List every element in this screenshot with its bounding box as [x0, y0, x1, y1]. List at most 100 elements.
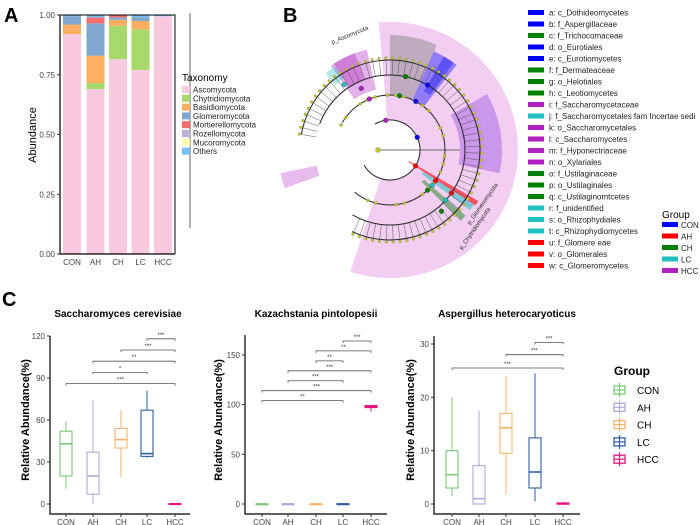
legend-swatch	[528, 56, 544, 61]
root-node	[375, 147, 381, 153]
leaf-node	[477, 172, 481, 176]
legend-label: f: f_Dermateaceae	[549, 66, 615, 75]
legend-swatch	[528, 263, 544, 268]
leaf-node	[351, 232, 355, 236]
legend-label: d: o_Eurotiales	[549, 43, 602, 52]
leaf-node	[478, 165, 482, 169]
tree-node	[438, 126, 443, 130]
legend-title: Taxonomy	[182, 73, 228, 84]
leaf-node	[344, 67, 348, 71]
leaf-node	[466, 197, 470, 201]
legend-swatch	[528, 217, 544, 222]
clade-highlight	[450, 94, 502, 174]
plot-border	[60, 14, 176, 254]
legend-swatch	[182, 86, 190, 93]
tree-branch	[379, 224, 382, 242]
y-tick-label: 0	[41, 500, 46, 509]
legend-label: Others	[193, 147, 217, 156]
legend-swatch	[182, 112, 190, 120]
tree-node	[426, 109, 431, 113]
significance-bracket	[261, 400, 344, 403]
legend-label: HCC	[681, 267, 699, 276]
legend-label: t: c_Rhizophydiomycetes	[549, 227, 638, 236]
x-tick-label: CH	[112, 258, 124, 267]
significance-label: ***	[326, 365, 334, 371]
tree-branch	[308, 107, 324, 116]
significance-label: ***	[504, 362, 512, 368]
legend-swatch	[528, 79, 544, 84]
bar-segment	[109, 59, 127, 255]
leaf-node	[327, 79, 331, 83]
leaf-node	[466, 99, 470, 103]
legend-label: LC	[681, 256, 691, 265]
legend-swatch	[662, 222, 678, 227]
significance-label: ***	[353, 335, 361, 341]
tree-node	[343, 116, 348, 120]
axis-line	[433, 336, 580, 515]
bar-segment	[131, 17, 150, 21]
tree-branch	[442, 202, 456, 216]
leaf-node	[411, 59, 415, 63]
leaf-node	[475, 117, 479, 121]
clade-highlight	[424, 56, 454, 95]
legend-label: e: c_Eurotiomycetes	[549, 55, 621, 64]
leaf-node	[405, 238, 409, 242]
leaf-node	[384, 240, 388, 244]
tree-node	[420, 103, 425, 108]
leaf-node	[418, 61, 422, 65]
x-tick-label: LC	[530, 518, 540, 525]
clade-label: p_Ascomycota	[331, 25, 370, 46]
leaf-node	[404, 57, 408, 62]
bar-segment	[86, 89, 105, 254]
legend-swatch	[528, 251, 544, 257]
box	[445, 450, 459, 489]
legend-label: c: f_Trichocomaceae	[549, 32, 624, 41]
tree-branch	[371, 59, 376, 77]
leaf-node	[436, 70, 441, 74]
tree-branch	[324, 85, 337, 98]
biomarker-node	[414, 134, 420, 140]
legend-title: Group	[662, 210, 690, 221]
tree-branch	[372, 223, 377, 241]
leaf-node	[338, 71, 342, 75]
tree-branch	[409, 222, 414, 239]
x-tick-label: CON	[253, 518, 271, 525]
leaf-node	[472, 185, 476, 189]
tree-ring	[341, 94, 446, 206]
significance-label: **	[300, 395, 305, 401]
legend-label: b: f_Aspergillaceae	[549, 20, 618, 29]
biomarker-node	[438, 208, 444, 214]
clade-highlight	[412, 51, 457, 106]
tree-branch	[378, 58, 382, 76]
biomarker-node	[341, 81, 347, 88]
tree-branch	[305, 113, 322, 122]
box	[528, 437, 542, 489]
y-tick-label: 1.00	[39, 11, 55, 20]
box	[140, 409, 154, 457]
tree-node	[385, 93, 390, 97]
tree-branch	[450, 194, 465, 205]
y-tick-label: 20	[420, 393, 429, 402]
y-axis-label: Relative Abundance(%)	[405, 359, 417, 481]
y-tick-label: 120	[32, 332, 46, 341]
x-tick-label: HCC	[554, 518, 572, 525]
leaf-node	[350, 64, 354, 68]
tree-branch	[346, 68, 355, 85]
y-tick-label: 30	[36, 458, 45, 467]
bar-segment	[154, 15, 172, 17]
bar-segment	[63, 34, 81, 255]
leaf-node	[357, 235, 361, 239]
boxplot-charts: Saccharomyces cerevisiae Relative Abundan…	[20, 309, 580, 525]
leaf-node	[318, 89, 322, 93]
biomarker-node	[358, 85, 364, 91]
leaf-node	[310, 100, 314, 104]
legend-label: v: o_Glomerales	[549, 250, 607, 259]
leaf-node	[475, 178, 479, 182]
legend-label: w: c_Glomeromycetes	[548, 262, 628, 271]
leaf-node	[364, 237, 368, 241]
bar-segment	[131, 29, 150, 70]
leaf-node	[398, 56, 402, 61]
significance-bracket	[287, 370, 372, 373]
tree-branch	[456, 184, 472, 194]
leaf-node	[469, 105, 473, 109]
